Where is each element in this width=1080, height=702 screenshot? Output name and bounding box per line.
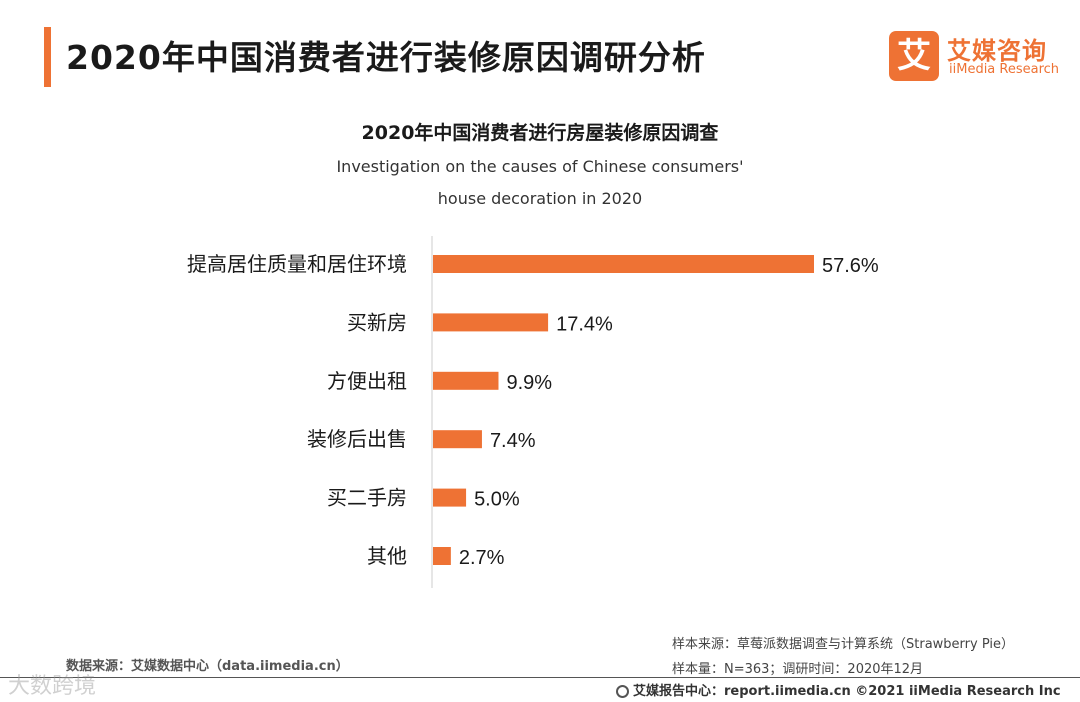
bar <box>433 371 499 390</box>
value-label: 5.0% <box>474 489 520 511</box>
chart-subtitle-line2: house decoration in 2020 <box>437 189 643 208</box>
value-label: 17.4% <box>556 313 613 335</box>
bar <box>433 430 482 449</box>
page-title: 2020年中国消费者进行装修原因调研分析 <box>66 38 706 77</box>
logo-mark-icon: 艾 <box>889 31 939 81</box>
bar <box>433 547 451 565</box>
category-label: 装修后出售 <box>307 427 407 451</box>
bar <box>433 255 814 273</box>
globe-icon <box>616 685 629 698</box>
bar <box>433 313 549 332</box>
category-label: 买新房 <box>347 310 407 334</box>
sample-size-note: 样本量：N=363；调研时间：2020年12月 <box>672 662 924 677</box>
report-center-note: 艾媒报告中心：report.iimedia.cn ©2021 iiMedia R… <box>616 680 1061 699</box>
category-label: 提高居住质量和居住环境 <box>187 252 407 276</box>
footer-divider <box>0 677 1080 678</box>
category-label: 买二手房 <box>327 486 407 510</box>
title-accent-bar <box>44 27 51 87</box>
logo-name-cn: 艾媒咨询 <box>947 37 1047 65</box>
category-label: 方便出租 <box>327 369 407 393</box>
value-label: 9.9% <box>506 372 552 394</box>
iimedia-logo: 艾 艾媒咨询 iiMedia Research <box>889 31 1064 83</box>
value-label: 57.6% <box>822 255 879 277</box>
data-source-note: 数据来源：艾媒数据中心（data.iimedia.cn） <box>66 659 349 674</box>
value-label: 2.7% <box>459 547 505 569</box>
category-label: 其他 <box>367 544 407 568</box>
value-label: 7.4% <box>490 430 536 452</box>
report-center-text: 艾媒报告中心：report.iimedia.cn ©2021 iiMedia R… <box>633 684 1061 699</box>
chart-title: 2020年中国消费者进行房屋装修原因调查 <box>361 122 719 144</box>
chart-subtitle-line1: Investigation on the causes of Chinese c… <box>336 157 744 176</box>
sample-source-note: 样本来源：草莓派数据调查与计算系统（Strawberry Pie） <box>672 637 1014 652</box>
logo-name-en: iiMedia Research <box>949 62 1060 77</box>
bar <box>433 488 467 507</box>
watermark: 大数跨境 <box>8 674 97 699</box>
